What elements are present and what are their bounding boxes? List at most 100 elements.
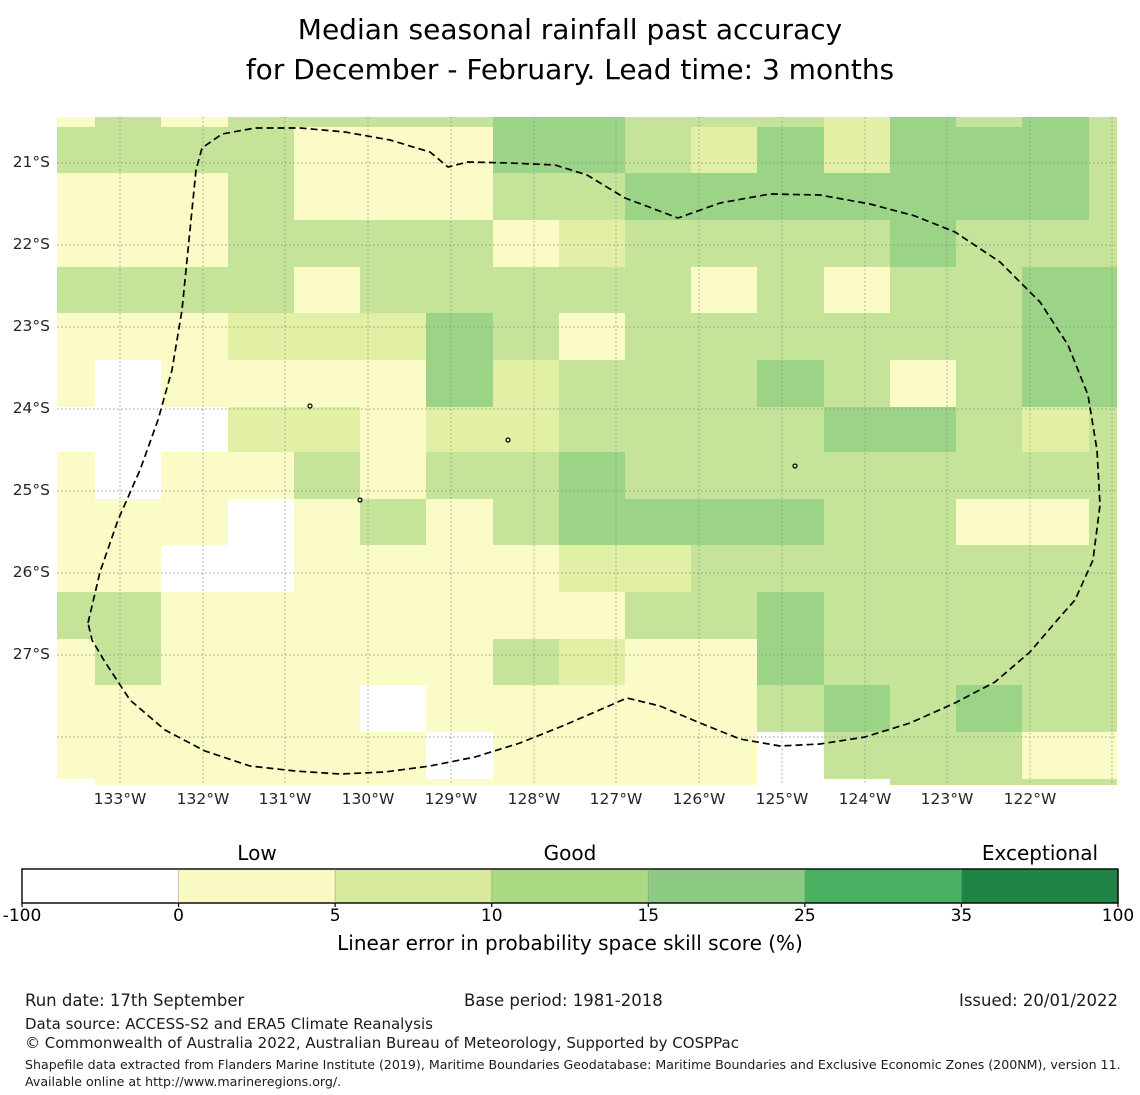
heatmap-cell [57,117,95,127]
heatmap-cell [824,545,890,592]
heatmap-cell [691,173,757,220]
heatmap-cell [890,407,956,452]
heatmap-cell [493,592,559,639]
heatmap-cell [161,407,228,452]
heatmap-cell [95,639,161,685]
heatmap-cell [1089,173,1117,220]
heatmap-cell [559,407,625,452]
heatmap-cell [625,592,691,639]
heatmap-cell [691,779,757,785]
heatmap-cell [228,313,294,360]
colorbar-segment [178,869,336,903]
heatmap-cell [1022,452,1089,499]
heatmap-cell [426,499,493,545]
heatmap-cell [890,173,956,220]
heatmap-cell [1022,592,1089,639]
heatmap-cell [824,452,890,499]
heatmap-cell [824,407,890,452]
heatmap-cell [426,220,493,267]
x-tick-label: 129°W [424,790,478,808]
heatmap-cell [757,499,824,545]
heatmap-cell [757,407,824,452]
heatmap-cell [1089,732,1117,779]
heatmap-cell [824,360,890,407]
heatmap-cell [360,685,426,732]
y-tick-label: 25°S [12,481,50,499]
heatmap-cell [757,779,824,785]
heatmap-cell [493,127,559,173]
maritime-boundary-outline [87,127,1101,775]
heatmap-cell [228,685,294,732]
heatmap-cell [1089,499,1117,545]
heatmap-cell [360,545,426,592]
heatmap-cell [161,545,228,592]
x-tick-label: 123°W [920,790,974,808]
chart-title: Median seasonal rainfall past accuracy f… [0,10,1140,90]
heatmap-cell [824,639,890,685]
heatmap-cell [228,407,294,452]
heatmap-cell [228,220,294,267]
heatmap-cell [294,267,360,313]
heatmap-cell [294,685,360,732]
heatmap-cell [493,360,559,407]
x-tick-label: 124°W [838,790,892,808]
heatmap-cell [1089,779,1117,785]
heatmap-cell [360,499,426,545]
heatmap-cell [95,592,161,639]
island-mark [505,437,511,443]
heatmap-cell [294,127,360,173]
heatmap-cell [824,499,890,545]
heatmap-cell [625,173,691,220]
heatmap-cell [956,117,1022,127]
heatmap-cell [228,117,294,127]
x-tick-label: 127°W [589,790,643,808]
x-tick-label: 131°W [258,790,312,808]
y-tick-label: 24°S [12,399,50,417]
colorbar-tick-label: -100 [2,906,42,926]
heatmap-cell [1089,127,1117,173]
heatmap-cell [294,499,360,545]
heatmap-cell [426,685,493,732]
colorbar-tick-label: 100 [1101,906,1135,926]
heatmap-cell [824,685,890,732]
heatmap-cell [824,173,890,220]
heatmap-cell [1022,220,1089,267]
heatmap-cell [559,639,625,685]
heatmap-cell [559,117,625,127]
heatmap-cell [757,360,824,407]
heatmap-cell [95,313,161,360]
heatmap-cell [1089,639,1117,685]
heatmap-cell [625,220,691,267]
heatmap-cell [57,407,95,452]
heatmap-cell [294,452,360,499]
heatmap-cell [493,545,559,592]
x-tick-label: 125°W [755,790,809,808]
heatmap-cell [559,220,625,267]
heatmap-cell [757,313,824,360]
colorbar-tick-label: 35 [950,906,973,926]
x-tick-label: 126°W [672,790,726,808]
heatmap-cell [493,779,559,785]
copyright-text: © Commonwealth of Australia 2022, Austra… [25,1034,739,1052]
heatmap-cell [294,779,360,785]
heatmap-cell [95,127,161,173]
heatmap-cell [890,452,956,499]
heatmap-cell [294,117,360,127]
heatmap-cell [493,267,559,313]
base-period-text: Base period: 1981-2018 [464,991,663,1010]
heatmap-cell [493,220,559,267]
heatmap-cell [956,313,1022,360]
heatmap-cell [757,685,824,732]
heatmap-cell [559,173,625,220]
colorbar-tick-label: 0 [173,906,184,926]
heatmap-cell [95,545,161,592]
heatmap-cell [559,499,625,545]
heatmap-cell [824,127,890,173]
heatmap-cell [493,117,559,127]
heatmap-cell [493,732,559,779]
heatmap-cell [294,639,360,685]
heatmap-cell [426,592,493,639]
issued-text: Issued: 20/01/2022 [958,991,1118,1010]
x-tick-label: 133°W [93,790,147,808]
